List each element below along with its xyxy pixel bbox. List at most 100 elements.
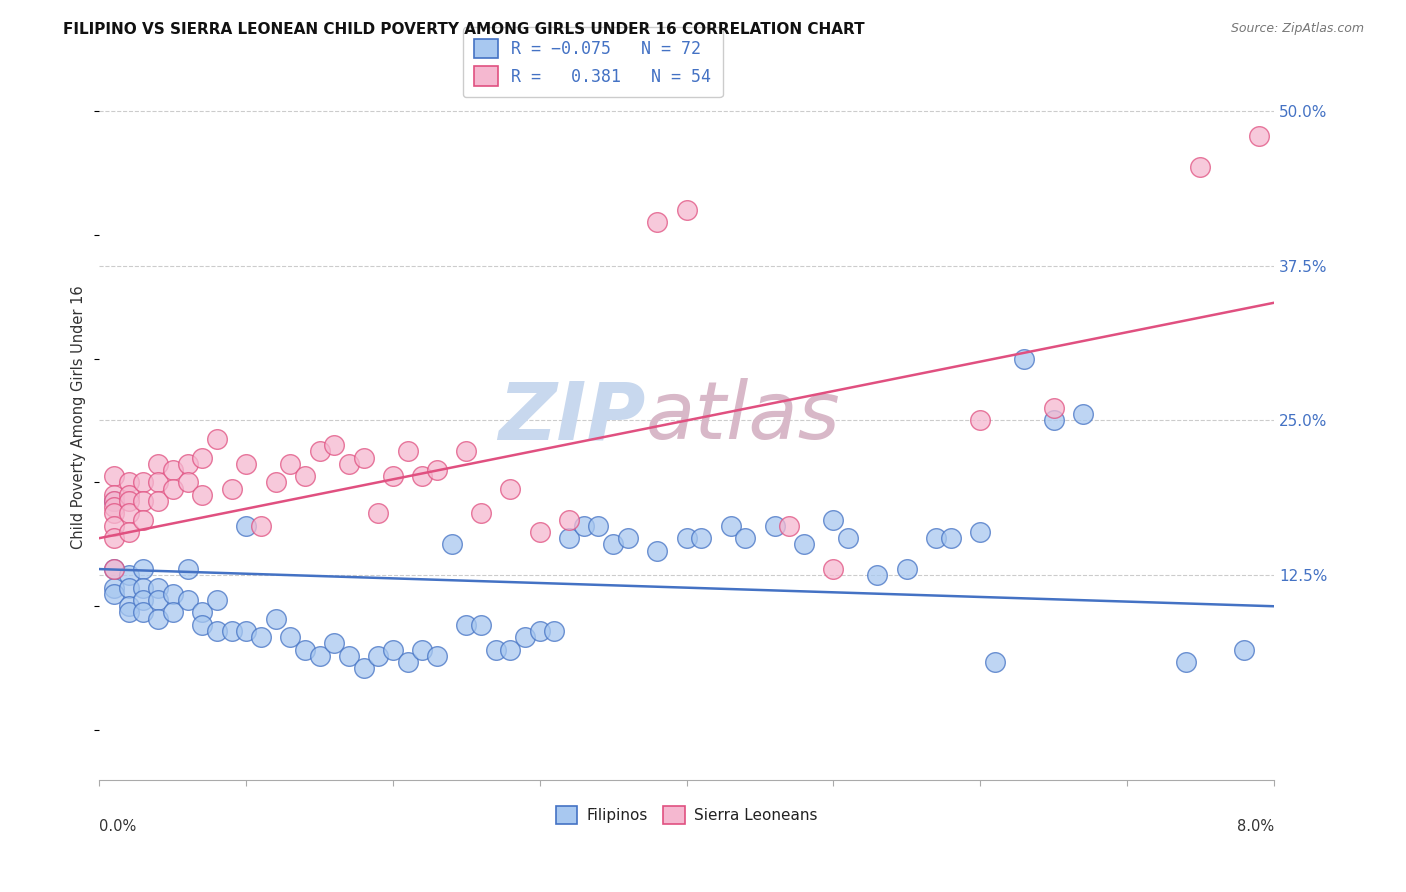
Point — [146, 593, 169, 607]
Point — [499, 642, 522, 657]
Point — [720, 518, 742, 533]
Point — [132, 593, 155, 607]
Point — [925, 531, 948, 545]
Point — [1233, 642, 1256, 657]
Text: Source: ZipAtlas.com: Source: ZipAtlas.com — [1230, 22, 1364, 36]
Point — [103, 494, 125, 508]
Point — [146, 494, 169, 508]
Point — [353, 661, 375, 675]
Point — [132, 512, 155, 526]
Point — [103, 494, 125, 508]
Text: atlas: atlas — [645, 378, 841, 457]
Point — [191, 617, 214, 632]
Point — [382, 642, 405, 657]
Point — [176, 457, 198, 471]
Point — [513, 630, 536, 644]
Point — [426, 648, 449, 663]
Point — [470, 617, 492, 632]
Point — [969, 524, 991, 539]
Point — [896, 562, 918, 576]
Point — [440, 537, 463, 551]
Point — [103, 469, 125, 483]
Point — [572, 518, 595, 533]
Point — [337, 457, 360, 471]
Point — [191, 606, 214, 620]
Point — [617, 531, 640, 545]
Point — [294, 642, 316, 657]
Point — [103, 587, 125, 601]
Point — [132, 606, 155, 620]
Point — [162, 587, 184, 601]
Point — [1247, 128, 1270, 143]
Point — [118, 606, 141, 620]
Point — [1174, 655, 1197, 669]
Point — [558, 512, 581, 526]
Point — [456, 444, 478, 458]
Legend: Filipinos, Sierra Leoneans: Filipinos, Sierra Leoneans — [550, 800, 824, 830]
Point — [205, 624, 228, 638]
Point — [602, 537, 624, 551]
Point — [132, 475, 155, 490]
Point — [118, 507, 141, 521]
Point — [294, 469, 316, 483]
Point — [146, 457, 169, 471]
Point — [308, 648, 330, 663]
Point — [734, 531, 756, 545]
Point — [176, 562, 198, 576]
Point — [103, 488, 125, 502]
Point — [675, 202, 697, 217]
Point — [984, 655, 1007, 669]
Point — [118, 581, 141, 595]
Point — [939, 531, 962, 545]
Point — [132, 562, 155, 576]
Text: 0.0%: 0.0% — [100, 820, 136, 835]
Point — [235, 518, 257, 533]
Point — [103, 507, 125, 521]
Point — [969, 413, 991, 427]
Point — [396, 444, 419, 458]
Point — [645, 543, 668, 558]
Point — [162, 482, 184, 496]
Point — [543, 624, 565, 638]
Point — [118, 488, 141, 502]
Point — [793, 537, 815, 551]
Point — [176, 593, 198, 607]
Point — [308, 444, 330, 458]
Point — [485, 642, 508, 657]
Point — [778, 518, 800, 533]
Point — [118, 475, 141, 490]
Point — [499, 482, 522, 496]
Y-axis label: Child Poverty Among Girls Under 16: Child Poverty Among Girls Under 16 — [72, 285, 86, 549]
Point — [103, 518, 125, 533]
Point — [367, 648, 389, 663]
Point — [221, 482, 243, 496]
Point — [264, 612, 287, 626]
Point — [205, 432, 228, 446]
Point — [250, 630, 273, 644]
Point — [118, 524, 141, 539]
Point — [205, 593, 228, 607]
Point — [103, 531, 125, 545]
Point — [146, 581, 169, 595]
Point — [823, 562, 845, 576]
Point — [176, 475, 198, 490]
Point — [221, 624, 243, 638]
Point — [278, 457, 301, 471]
Point — [191, 488, 214, 502]
Point — [191, 450, 214, 465]
Point — [367, 507, 389, 521]
Point — [146, 475, 169, 490]
Point — [250, 518, 273, 533]
Point — [645, 215, 668, 229]
Point — [162, 606, 184, 620]
Point — [337, 648, 360, 663]
Point — [529, 624, 551, 638]
Point — [118, 494, 141, 508]
Point — [132, 494, 155, 508]
Point — [323, 636, 346, 650]
Point — [837, 531, 859, 545]
Point — [588, 518, 610, 533]
Point — [118, 568, 141, 582]
Point — [470, 507, 492, 521]
Point — [146, 612, 169, 626]
